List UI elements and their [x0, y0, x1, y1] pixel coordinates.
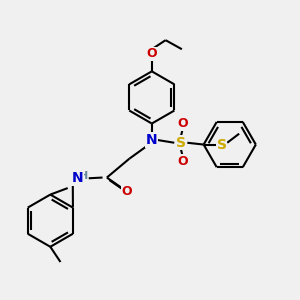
Text: O: O [146, 47, 157, 60]
Text: O: O [177, 155, 188, 168]
Text: N: N [146, 133, 158, 147]
Text: O: O [122, 185, 132, 198]
Text: O: O [177, 117, 188, 130]
Text: S: S [176, 136, 186, 150]
Text: S: S [217, 138, 227, 152]
Text: H: H [79, 171, 88, 181]
Text: N: N [71, 171, 83, 185]
